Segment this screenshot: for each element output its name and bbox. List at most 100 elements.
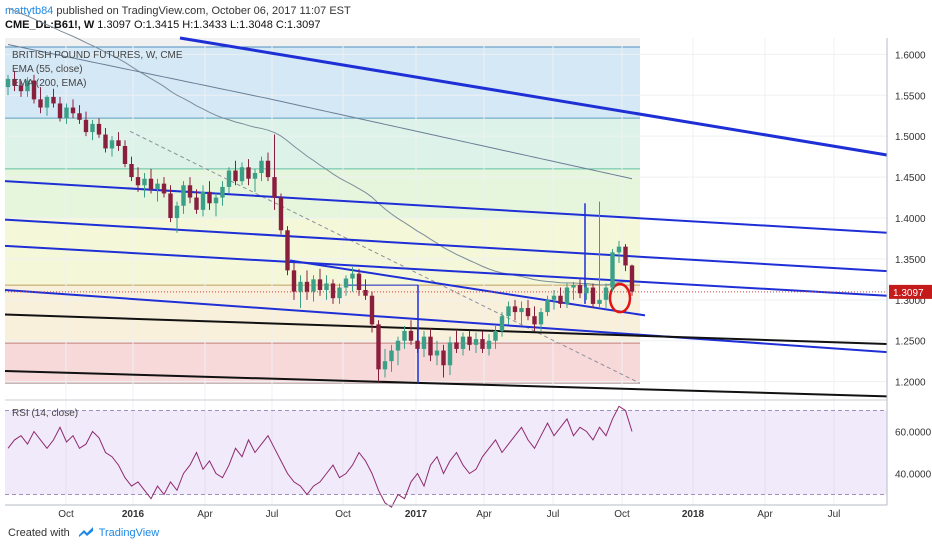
candle-body [239, 167, 245, 182]
candle-body [298, 281, 303, 292]
fib-band [5, 343, 640, 384]
candle-body [291, 270, 297, 292]
candle-body [441, 350, 446, 366]
candle-body [272, 177, 277, 198]
candle-body [155, 183, 160, 190]
candle-body [246, 167, 251, 179]
candle-body [51, 96, 56, 104]
candle-body [233, 170, 238, 182]
candle-body [480, 339, 485, 349]
rsi-tick-label: 60.0000 [895, 428, 932, 439]
fib-band [5, 47, 640, 119]
candle-body [551, 295, 557, 300]
trendline-channel-4 [4, 289, 888, 354]
publish-info: published on TradingView.com, October 06… [56, 5, 351, 17]
trendline-black-2 [4, 370, 888, 398]
candle-body [324, 283, 329, 290]
candle-body [259, 160, 264, 173]
price-tick-label: 1.4000 [895, 214, 926, 225]
candle-body [467, 336, 472, 345]
candle-body [109, 140, 115, 149]
time-tick-label: Oct [614, 509, 630, 520]
rsi-tick-label: 40.0000 [895, 470, 932, 481]
candle-body [226, 170, 232, 187]
candle-body [376, 324, 381, 370]
candle-body [304, 281, 310, 292]
candle-body [207, 191, 212, 204]
price-tick-label: 1.4500 [895, 173, 926, 184]
fib-band [5, 168, 640, 218]
trendline-upper-channel [179, 36, 888, 157]
candle-body [525, 308, 531, 317]
candle-body [454, 342, 459, 349]
candle-body [174, 205, 180, 218]
publish-header: mattytb84 published on TradingView.com, … [5, 5, 351, 17]
candle-body [447, 342, 453, 366]
candle-body [129, 164, 134, 178]
time-tick-label: 2016 [122, 509, 145, 520]
candle-body [12, 78, 17, 86]
tradingview-link[interactable]: TradingView [98, 527, 160, 539]
candle-body [38, 99, 43, 108]
candle-body [558, 295, 563, 304]
symbol-header: CME_DL:B61!, W 1.3097 O:1.3415 H:1.3433 … [5, 19, 321, 31]
candle-body [434, 350, 440, 356]
last-price-text: 1.3097 [893, 288, 924, 299]
time-tick-label: 2017 [405, 509, 428, 520]
tradingview-logo-icon [78, 527, 93, 537]
candle-body [590, 287, 596, 304]
candle-body [402, 330, 407, 341]
indicator-label: EMA (200, EMA) [12, 78, 86, 89]
candle-body [252, 173, 258, 179]
candle-body [389, 350, 394, 362]
candle-body [57, 103, 63, 119]
candle-body [597, 299, 602, 304]
candle-body [200, 191, 206, 210]
candle-body [428, 336, 433, 356]
time-tick-label: Oct [58, 509, 74, 520]
candle-body [603, 287, 609, 300]
pane-labels: BRITISH POUND FUTURES, W, CME EMA (55, cl… [12, 50, 183, 419]
candle-body [135, 177, 141, 186]
rsi-title: RSI (14, close) [12, 408, 78, 419]
time-tick-label: Jul [828, 509, 841, 520]
candle-body [408, 330, 414, 341]
time-tick-label: Apr [757, 509, 773, 520]
highlight-circle [608, 282, 632, 314]
fib-band-top [5, 38, 640, 47]
candle-body [623, 246, 628, 266]
candle-body [168, 193, 173, 218]
candle-body [337, 287, 342, 299]
time-tick-label: Jul [547, 509, 560, 520]
candle-body [317, 279, 323, 290]
candle-body [532, 316, 537, 325]
candle-body [584, 287, 589, 294]
candle-body [148, 178, 154, 190]
fib-bands [5, 38, 640, 384]
candle-body [220, 186, 225, 198]
price-tick-label: 1.5000 [895, 132, 926, 143]
price-tick-label: 1.5500 [895, 91, 926, 102]
candle-body [187, 185, 193, 198]
candle-body [564, 287, 570, 304]
price-tick-label: 1.2500 [895, 337, 926, 348]
last-price-badge [889, 284, 932, 299]
candle-body [5, 78, 11, 88]
time-tick-label: Oct [335, 509, 351, 520]
candle-body [77, 113, 82, 120]
author-link[interactable]: mattytb84 [5, 5, 54, 17]
candle-body [616, 246, 622, 253]
candle-body [486, 340, 492, 349]
rsi-band [5, 410, 887, 495]
rsi-line [7, 405, 633, 508]
time-tick-label: Apr [476, 509, 492, 520]
candle-body [64, 107, 69, 119]
ema-200-line [7, 44, 633, 180]
candle-body [538, 312, 544, 325]
candle-body [194, 197, 199, 210]
time-tick-label: 2018 [682, 509, 705, 520]
ohlc-readout: 1.3097 O:1.3415 H:1.3433 L:1.3048 C:1.30… [97, 19, 321, 31]
candle-body [395, 340, 401, 351]
candle-body [512, 306, 518, 313]
